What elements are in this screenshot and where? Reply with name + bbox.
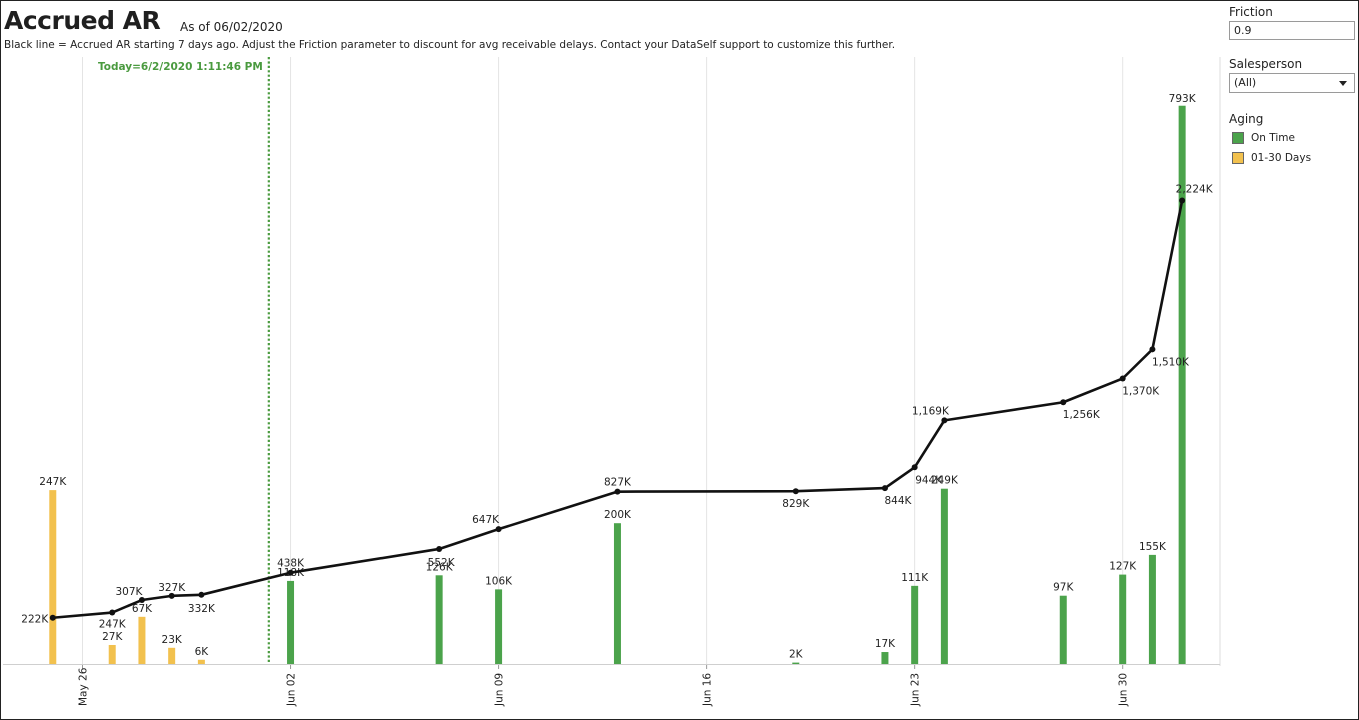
bar — [1119, 574, 1127, 664]
bar-value-label: 111K — [901, 572, 929, 584]
bar-value-label: 793K — [1169, 93, 1197, 105]
x-tick-label: May 26 — [78, 667, 90, 706]
bar — [495, 589, 503, 664]
friction-label: Friction — [1229, 5, 1273, 19]
line-value-label: 307K — [115, 586, 143, 598]
bar-value-label: 126K — [426, 561, 454, 573]
bar — [613, 523, 621, 664]
bar — [49, 490, 57, 664]
bar-value-label: 6K — [195, 646, 210, 658]
line-value-label: 829K — [782, 498, 810, 510]
accrued-ar-point — [881, 485, 888, 492]
bar — [435, 575, 443, 664]
bar-value-label: 27K — [102, 631, 123, 643]
x-tick-label: Jun 02 — [286, 673, 298, 707]
line-value-label: 327K — [158, 582, 186, 594]
line-value-label: 647K — [472, 514, 500, 526]
bar — [168, 647, 176, 664]
as-of-date: As of 06/02/2020 — [180, 20, 283, 34]
x-tick-label: Jun 23 — [910, 673, 922, 707]
accrued-ar-point — [436, 545, 443, 552]
accrued-ar-point — [1179, 197, 1186, 204]
line-value-label: 1,256K — [1063, 409, 1101, 421]
bar — [792, 662, 800, 664]
x-tick-label: Jun 30 — [1118, 673, 1130, 707]
legend-title: Aging — [1229, 112, 1264, 126]
line-value-label: 332K — [188, 603, 216, 615]
chart-subtitle: Black line = Accrued AR starting 7 days … — [4, 39, 896, 51]
bar — [911, 585, 919, 664]
bar-value-label: 127K — [1109, 561, 1137, 573]
bar-value-label: 17K — [875, 638, 896, 650]
line-value-label: 552K — [428, 557, 456, 569]
bar — [881, 652, 889, 664]
friction-input[interactable] — [1229, 21, 1355, 40]
bar — [287, 580, 295, 664]
accrued-ar-point — [1149, 346, 1156, 353]
accrued-ar-point — [109, 609, 116, 616]
accrued-ar-point — [614, 488, 621, 495]
accrued-ar-point — [495, 526, 502, 533]
x-tick-label: Jun 09 — [494, 673, 506, 707]
accrued-ar-point — [911, 464, 918, 471]
legend-swatch-on-time — [1232, 132, 1244, 144]
bar-value-label: 249K — [931, 475, 959, 487]
line-value-label: 222K — [21, 614, 49, 626]
line-value-label: 1,510K — [1152, 356, 1190, 368]
bar-value-label: 97K — [1053, 582, 1074, 594]
line-value-label: 1,169K — [912, 405, 950, 417]
bar — [197, 659, 205, 664]
salesperson-label: Salesperson — [1229, 57, 1303, 71]
page-title: Accrued AR — [4, 6, 161, 35]
bar — [1178, 105, 1186, 664]
line-value-label: 2,224K — [1176, 184, 1214, 196]
bar — [940, 488, 948, 664]
bar-value-label: 23K — [162, 634, 183, 646]
accrued-ar-point — [49, 614, 56, 621]
bar-value-label: 67K — [132, 603, 153, 615]
bar — [108, 644, 116, 664]
bar — [1148, 554, 1156, 664]
legend-label-01-30-days: 01-30 Days — [1251, 152, 1312, 164]
bar — [1059, 595, 1067, 664]
salesperson-select[interactable]: (All) — [1229, 73, 1355, 93]
line-value-label: 438K — [277, 558, 305, 570]
line-value-label: 1,370K — [1122, 385, 1160, 397]
legend-label-on-time: On Time — [1251, 132, 1295, 144]
bar-value-label: 106K — [485, 575, 513, 587]
accrued-ar-point — [287, 569, 294, 576]
x-tick-label: Jun 16 — [702, 673, 714, 707]
accrued-ar-point — [941, 417, 948, 424]
chevron-down-icon[interactable] — [1339, 81, 1347, 86]
line-value-label: 827K — [604, 477, 632, 489]
today-marker-label: Today=6/2/2020 1:11:46 PM — [98, 61, 263, 73]
accrued-ar-point — [168, 592, 175, 599]
line-value-label: 944K — [915, 474, 943, 486]
salesperson-selected-value: (All) — [1234, 76, 1257, 89]
accrued-ar-point — [198, 591, 205, 598]
line-value-label: 247K — [99, 619, 127, 631]
accrued-ar-point — [1119, 375, 1126, 382]
bar-value-label: 155K — [1139, 541, 1167, 553]
bar-value-label: 247K — [39, 476, 67, 488]
line-value-label: 844K — [884, 495, 912, 507]
accrued-ar-point — [138, 597, 145, 604]
bar-value-label: 200K — [604, 509, 632, 521]
bar-value-label: 2K — [789, 649, 804, 661]
legend-swatch-01-30-days — [1232, 152, 1244, 164]
accrued-ar-point — [1060, 399, 1067, 406]
bar — [138, 616, 146, 664]
accrued-ar-point — [792, 488, 799, 495]
